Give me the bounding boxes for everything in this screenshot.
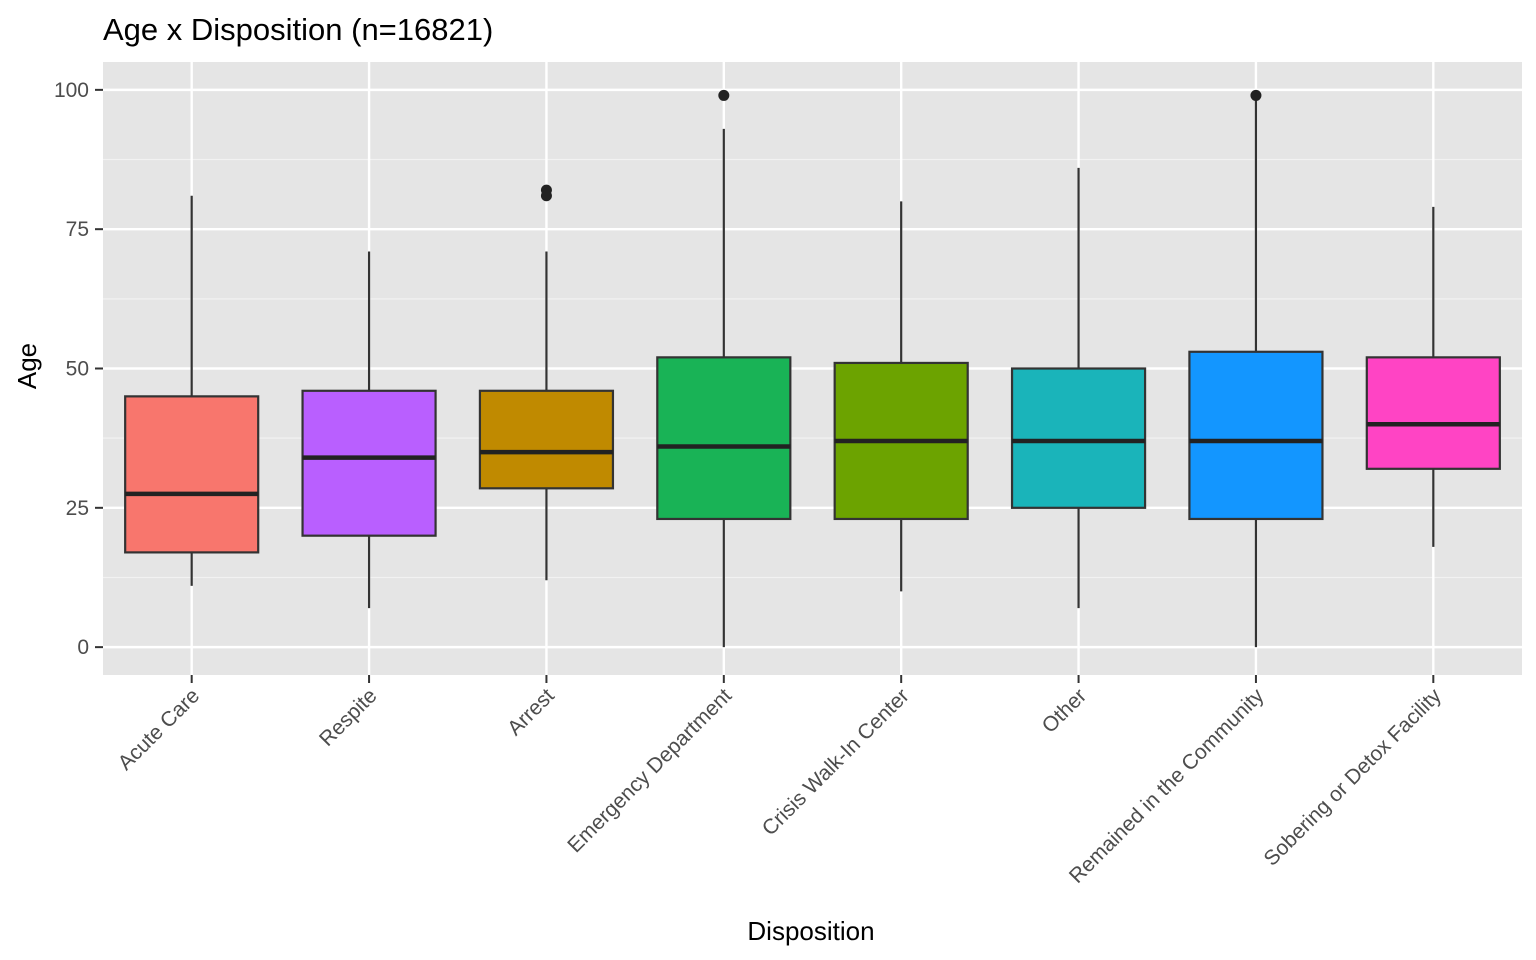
box-arrest	[478, 184, 615, 581]
x-tick-label: Sobering or Detox Facility	[1260, 684, 1447, 871]
x-axis-ticks: Acute Care Respite Arrest Emergency Departm…	[114, 675, 1447, 888]
box-remained-in-the-community	[1188, 89, 1324, 648]
boxes-layer	[124, 89, 1501, 648]
box-sobering-or-detox-facility	[1365, 206, 1501, 547]
iqr-box	[124, 395, 260, 554]
x-tick-label: Acute Care	[114, 684, 205, 775]
outlier-point	[718, 89, 730, 101]
outlier-point	[1250, 89, 1262, 101]
x-tick-label: Other	[1038, 684, 1091, 737]
x-axis-label: Disposition	[747, 916, 874, 946]
box-respite	[301, 251, 437, 609]
iqr-box	[656, 356, 792, 521]
y-axis-ticks: 0 25 50 75 100	[54, 79, 103, 659]
box-other	[1010, 167, 1147, 609]
y-tick-label: 0	[77, 636, 89, 659]
x-tick-label: Respite	[315, 684, 382, 751]
y-tick-label: 25	[66, 497, 89, 520]
iqr-box	[301, 389, 437, 537]
y-tick-label: 75	[66, 218, 89, 241]
x-tick-label: Remained in the Community	[1065, 684, 1269, 888]
iqr-box	[478, 389, 615, 490]
y-tick-label: 100	[54, 79, 89, 102]
x-tick-label: Arrest	[503, 684, 559, 740]
y-axis-label: Age	[12, 343, 42, 389]
box-acute-care	[124, 195, 260, 586]
iqr-box	[1365, 356, 1501, 470]
outlier-point	[540, 184, 552, 196]
y-tick-label: 50	[66, 358, 89, 381]
box-emergency-department	[656, 89, 792, 648]
x-tick-label: Emergency Department	[563, 684, 736, 857]
iqr-box	[1188, 350, 1324, 521]
x-tick-label: Crisis Walk-In Center	[758, 684, 914, 840]
chart-title: Age x Disposition (n=16821)	[103, 12, 493, 47]
iqr-box	[1010, 367, 1147, 509]
box-crisis-walk-in-center	[833, 201, 969, 592]
